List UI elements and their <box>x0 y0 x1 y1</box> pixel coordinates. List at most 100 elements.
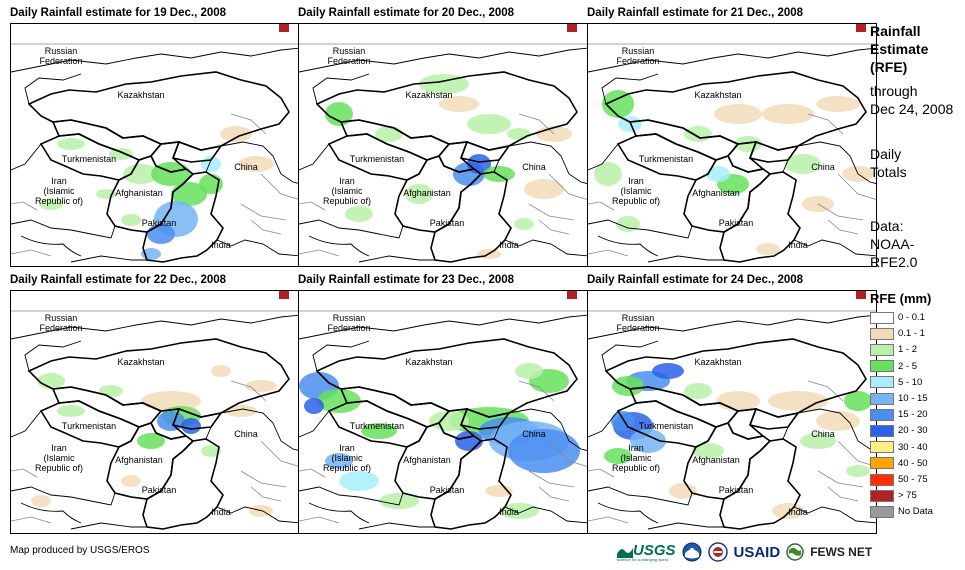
map-credit: Map produced by USGS/EROS <box>10 545 150 556</box>
rainfall-patch <box>379 493 419 509</box>
map-canvas <box>299 24 587 263</box>
rainfall-patch <box>157 411 185 431</box>
india-border <box>793 506 876 524</box>
legend-label: 2 - 5 <box>898 360 918 372</box>
legend-row: 0 - 0.1 <box>870 310 925 325</box>
rainfall-patch <box>211 365 231 377</box>
map-panel: Daily Rainfall estimate for 19 Dec., 200… <box>10 7 300 267</box>
country-label-china: China <box>522 429 546 439</box>
legend-swatch <box>870 457 894 470</box>
country-label-turkmenistan: Turkmenistan <box>61 421 117 431</box>
rainfall-map: Russian Federation Kazakhstan Turkmenistan… <box>10 23 300 267</box>
rainfall-patch <box>716 391 760 411</box>
country-label-iran: Iran (Islamic Republic of) <box>34 176 84 206</box>
country-label-turkmenistan: Turkmenistan <box>638 421 694 431</box>
iranWest-border <box>299 410 330 438</box>
country-label-india: India <box>211 240 231 250</box>
iranSouth-border <box>11 219 116 239</box>
minor-border <box>548 173 587 200</box>
legend-label: 40 - 50 <box>898 457 928 469</box>
rainfall-patch <box>199 174 223 194</box>
country-label-afghanistan: Afghanistan <box>403 188 451 198</box>
gulf-border <box>308 235 370 257</box>
russiaNorth-border <box>588 47 876 73</box>
rainfall-patch <box>171 182 207 206</box>
kashmir-border <box>493 145 510 173</box>
panel-title: Daily Rainfall estimate for 20 Dec., 200… <box>298 7 515 19</box>
heavy-rain-spot <box>856 24 866 32</box>
rainfall-patch <box>181 418 201 434</box>
rainfall-patch <box>325 102 353 126</box>
rfe-title: Rainfall Estimate (RFE) <box>870 23 929 75</box>
rainfall-patch <box>429 411 469 431</box>
minor-border <box>817 470 864 488</box>
legend-label: 20 - 30 <box>898 425 928 437</box>
legend-row: No Data <box>870 504 933 519</box>
country-label-iran: Iran (Islamic Republic of) <box>322 443 372 473</box>
rainfall-patch <box>147 224 175 244</box>
country-label-china: China <box>234 429 258 439</box>
country-label-turkmenistan: Turkmenistan <box>349 154 405 164</box>
country-label-turkmenistan: Turkmenistan <box>638 154 694 164</box>
kyrgyz-border <box>748 407 800 430</box>
rainfall-patch <box>684 383 712 399</box>
rainfall-patch <box>514 218 534 230</box>
minor-border <box>260 440 299 467</box>
minor-border <box>588 468 615 478</box>
russiaInner-border <box>601 340 659 372</box>
kashmir-border <box>782 145 799 173</box>
coast-border <box>647 255 724 263</box>
rainfall-patch <box>652 363 684 379</box>
rainfall-map: Russian Federation Kazakhstan Turkmenistan… <box>587 290 877 534</box>
country-label-afghanistan: Afghanistan <box>692 188 740 198</box>
russiaNorth-border <box>588 314 876 340</box>
gulf-border <box>597 235 659 257</box>
rainfall-layer <box>39 126 274 260</box>
minor-border <box>299 201 326 211</box>
chinaBorder-border <box>797 141 876 184</box>
rainfall-map: Russian Federation Kazakhstan Turkmenistan… <box>587 23 877 267</box>
agency-logos: USGS science for a changing world USAID … <box>617 540 872 564</box>
legend-row: 5 - 10 <box>870 375 922 390</box>
rainfall-patch <box>515 363 543 379</box>
iranSouth-border <box>299 486 404 506</box>
legend-row: 50 - 75 <box>870 472 928 487</box>
panel-title: Daily Rainfall estimate for 21 Dec., 200… <box>587 7 804 19</box>
minor-border <box>299 468 326 478</box>
legend-swatch <box>870 392 894 405</box>
country-label-china: China <box>234 162 258 172</box>
rainfall-map: Russian Federation Kazakhstan Turkmenistan… <box>298 290 588 534</box>
country-label-kazakhstan: Kazakhstan <box>405 357 453 367</box>
country-label-turkmenistan: Turkmenistan <box>349 421 405 431</box>
minor-border <box>11 249 52 257</box>
country-label-india: India <box>788 240 808 250</box>
minor-border <box>11 201 38 211</box>
india-border <box>793 239 876 257</box>
minor-border <box>250 486 282 502</box>
country-label-india: India <box>499 240 519 250</box>
rainfall-patch <box>714 104 762 124</box>
rainfall-patch <box>706 166 730 182</box>
rainfall-layer <box>604 363 872 519</box>
minor-border <box>11 468 38 478</box>
country-label-iran: Iran (Islamic Republic of) <box>611 176 661 206</box>
rainfall-patch <box>220 126 252 142</box>
legend-label: > 75 <box>898 490 917 502</box>
pakistan-border <box>430 171 512 263</box>
country-label-iran: Iran (Islamic Republic of) <box>34 443 84 473</box>
minor-border <box>528 203 575 221</box>
legend-label: No Data <box>898 506 933 518</box>
rainfall-patch <box>39 198 63 210</box>
map-canvas <box>588 24 876 263</box>
panel-title: Daily Rainfall estimate for 19 Dec., 200… <box>10 7 227 19</box>
rainfall-patch <box>137 433 165 449</box>
country-label-russia: Russian Federation <box>616 313 660 333</box>
legend-row: > 75 <box>870 488 917 503</box>
legend-label: 10 - 15 <box>898 393 928 404</box>
minor-border <box>807 113 844 135</box>
legend-row: 10 - 15 <box>870 391 928 406</box>
rainfall-patch <box>123 164 159 184</box>
legend-swatch <box>870 489 894 502</box>
legend-row: 30 - 40 <box>870 440 928 455</box>
pakistan-border <box>719 171 801 263</box>
